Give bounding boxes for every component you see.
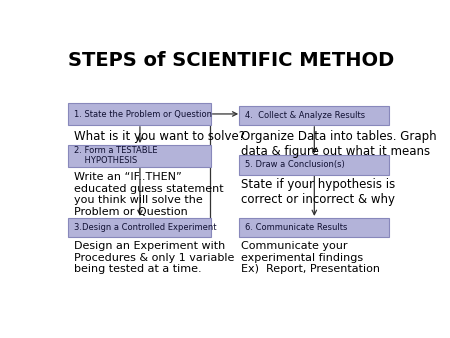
Text: 2. Form a TESTABLE
    HYPOTHESIS: 2. Form a TESTABLE HYPOTHESIS <box>74 146 158 165</box>
Text: 6. Communicate Results: 6. Communicate Results <box>245 223 348 232</box>
FancyBboxPatch shape <box>68 103 211 125</box>
Text: STEPS of SCIENTIFIC METHOD: STEPS of SCIENTIFIC METHOD <box>68 51 394 70</box>
Text: 5. Draw a Conclusion(s): 5. Draw a Conclusion(s) <box>245 160 345 169</box>
Text: 4.  Collect & Analyze Results: 4. Collect & Analyze Results <box>245 111 365 120</box>
Text: Communicate your
experimental findings
Ex)  Report, Presentation: Communicate your experimental findings E… <box>241 241 380 274</box>
FancyBboxPatch shape <box>68 145 211 167</box>
Text: Write an “IF..THEN”
educated guess statement
you think will solve the
Problem or: Write an “IF..THEN” educated guess state… <box>74 172 223 217</box>
Text: 3.Design a Controlled Experiment: 3.Design a Controlled Experiment <box>74 223 217 232</box>
FancyBboxPatch shape <box>239 105 389 125</box>
Text: Design an Experiment with
Procedures & only 1 variable
being tested at a time.: Design an Experiment with Procedures & o… <box>74 241 234 274</box>
Text: State if your hypothesis is
correct or incorrect & why: State if your hypothesis is correct or i… <box>241 178 396 207</box>
FancyBboxPatch shape <box>239 155 389 175</box>
FancyBboxPatch shape <box>68 218 211 237</box>
Text: What is it you want to solve?: What is it you want to solve? <box>74 130 245 143</box>
Text: 1. State the Problem or Question: 1. State the Problem or Question <box>74 110 212 119</box>
FancyBboxPatch shape <box>239 218 389 237</box>
Text: Organize Data into tables. Graph
data & figure out what it means: Organize Data into tables. Graph data & … <box>241 130 436 158</box>
